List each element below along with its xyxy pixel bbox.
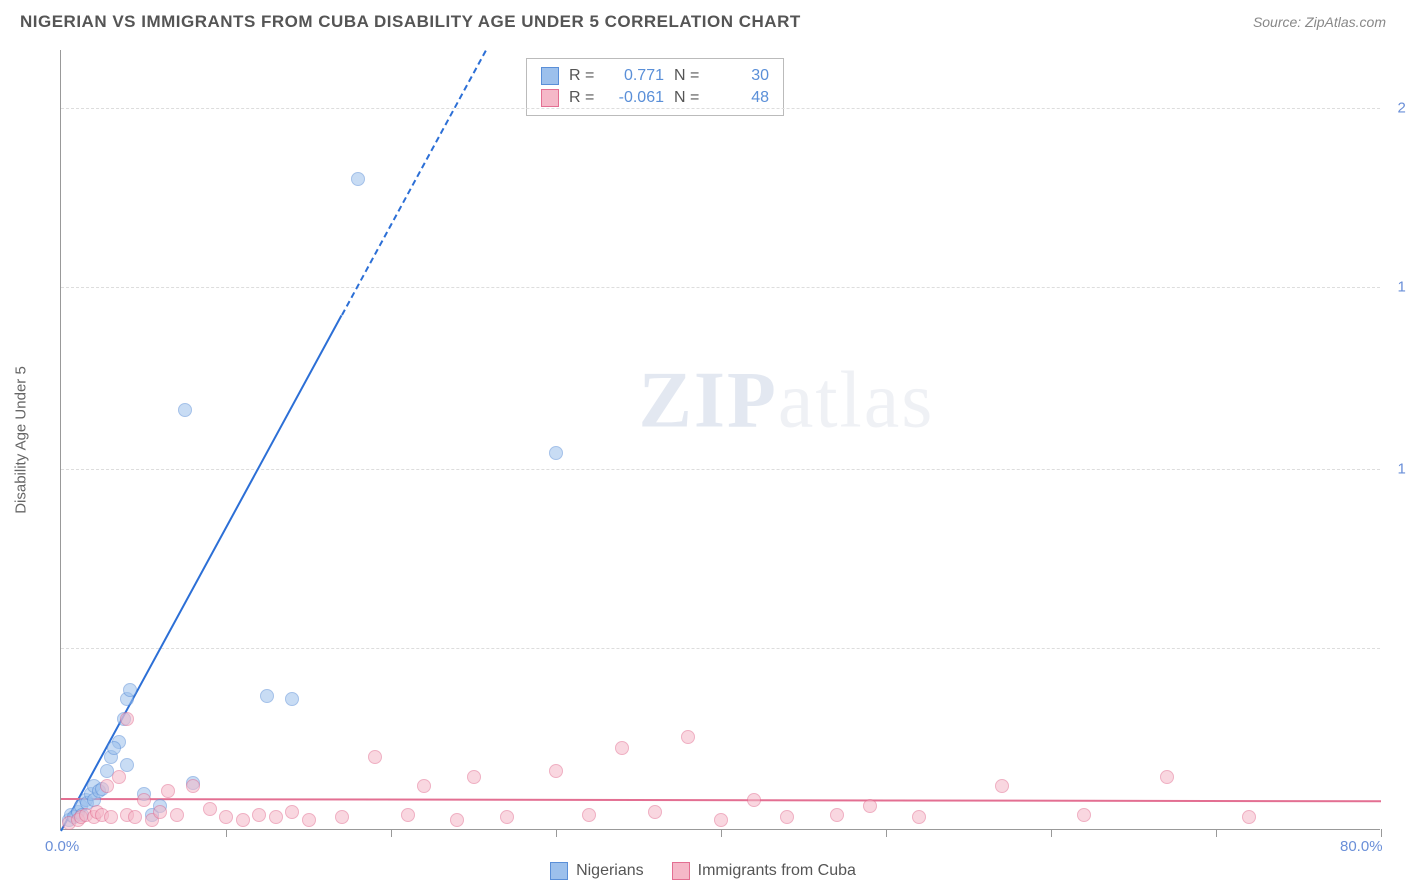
stats-row-series1: R = 0.771 N = 30 [541,65,769,87]
n-label: N = [674,67,704,85]
stats-row-series2: R = -0.061 N = 48 [541,87,769,109]
data-point [351,172,365,186]
x-tick [721,829,722,837]
source-name: ZipAtlas.com [1305,14,1386,30]
data-point [335,810,349,824]
data-point [219,810,233,824]
legend-label-series2: Immigrants from Cuba [698,862,856,880]
data-point [203,802,217,816]
data-point [747,793,761,807]
x-tick [1051,829,1052,837]
trend-line [61,798,1381,802]
data-point [120,712,134,726]
watermark-bold: ZIP [638,356,777,444]
data-point [681,730,695,744]
data-point [1242,810,1256,824]
n-value-series2: 48 [714,89,769,107]
data-point [549,446,563,460]
scatter-chart: Disability Age Under 5 ZIPatlas R = 0.77… [60,50,1380,830]
x-tick [391,829,392,837]
data-point [269,810,283,824]
swatch-series2 [541,89,559,107]
y-tick-label: 18.8% [1385,278,1406,295]
data-point [137,793,151,807]
r-label: R = [569,89,599,107]
bottom-legend: Nigerians Immigrants from Cuba [0,862,1406,880]
data-point [260,689,274,703]
r-value-series1: 0.771 [609,67,664,85]
data-point [128,810,142,824]
data-point [1160,770,1174,784]
data-point [285,805,299,819]
data-point [170,808,184,822]
data-point [500,810,514,824]
data-point [107,741,121,755]
data-point [186,779,200,793]
data-point [252,808,266,822]
data-point [912,810,926,824]
origin-label: 0.0% [45,838,79,855]
data-point [368,750,382,764]
data-point [615,741,629,755]
gridline [61,108,1380,109]
n-label: N = [674,89,704,107]
data-point [401,808,415,822]
data-point [302,813,316,827]
x-tick [556,829,557,837]
n-value-series1: 30 [714,67,769,85]
data-point [1077,808,1091,822]
x-tick [886,829,887,837]
r-label: R = [569,67,599,85]
data-point [549,764,563,778]
data-point [417,779,431,793]
watermark-light: atlas [778,356,935,444]
swatch-series2 [672,862,690,880]
x-tick [1216,829,1217,837]
source-attribution: Source: ZipAtlas.com [1253,14,1386,30]
y-tick-label: 6.3% [1385,640,1406,657]
data-point [648,805,662,819]
legend-item-series2: Immigrants from Cuba [672,862,856,880]
watermark: ZIPatlas [638,355,934,446]
data-point [104,810,118,824]
swatch-series1 [541,67,559,85]
data-point [153,805,167,819]
data-point [285,692,299,706]
x-end-label: 80.0% [1340,838,1383,855]
r-value-series2: -0.061 [609,89,664,107]
chart-title: NIGERIAN VS IMMIGRANTS FROM CUBA DISABIL… [20,12,801,32]
swatch-series1 [550,862,568,880]
data-point [161,784,175,798]
data-point [714,813,728,827]
data-point [995,779,1009,793]
data-point [780,810,794,824]
data-point [467,770,481,784]
x-tick [226,829,227,837]
source-prefix: Source: [1253,14,1305,30]
legend-item-series1: Nigerians [550,862,644,880]
data-point [178,403,192,417]
y-tick-label: 25.0% [1385,99,1406,116]
data-point [450,813,464,827]
x-tick [1381,829,1382,837]
data-point [830,808,844,822]
trend-line [60,315,342,832]
data-point [123,683,137,697]
chart-header: NIGERIAN VS IMMIGRANTS FROM CUBA DISABIL… [0,0,1406,40]
data-point [236,813,250,827]
data-point [863,799,877,813]
gridline [61,648,1380,649]
y-axis-label: Disability Age Under 5 [13,366,30,514]
legend-label-series1: Nigerians [576,862,644,880]
data-point [112,770,126,784]
data-point [582,808,596,822]
y-tick-label: 12.5% [1385,460,1406,477]
gridline [61,287,1380,288]
